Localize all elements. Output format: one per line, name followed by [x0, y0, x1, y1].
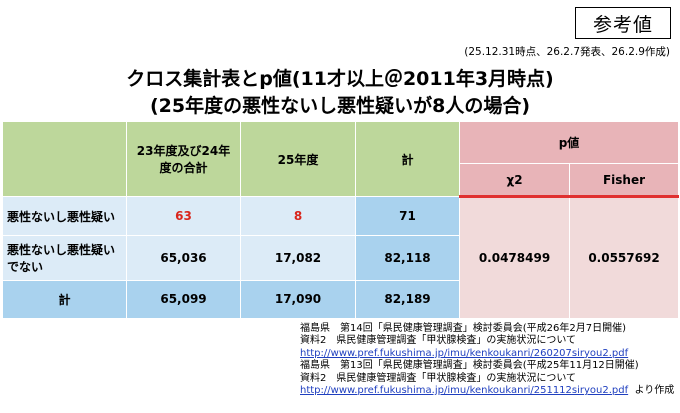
page-title: クロス集計表とp値(11才以上＠2011年3月時点) [126, 68, 554, 90]
row-label: 悪性ないし悪性疑いでない [2, 235, 127, 281]
source-link[interactable]: http://www.pref.fukushima.jp/imu/kenkouk… [300, 385, 629, 397]
header-combined: 23年度及び24年度の合計 [126, 120, 241, 198]
source-line: 資料2 県民健康管理調査「甲状腺検査」の実施状況について [300, 372, 577, 384]
header-fy25: 25年度 [240, 120, 356, 198]
page-subtitle: (25年度の悪性ないし悪性疑いが8人の場合) [149, 95, 531, 117]
reference-value-badge: 参考値 [575, 7, 671, 39]
cell-combined: 65,036 [126, 235, 241, 281]
cell-fy25: 17,082 [240, 235, 356, 281]
cell-total: 82,118 [355, 235, 460, 281]
table-row: 悪性ないし悪性疑い 63 8 71 0.0478499 0.0557692 [2, 195, 679, 319]
cell-combined: 63 [126, 196, 241, 237]
row-label: 悪性ないし悪性疑い [2, 196, 127, 237]
cell-combined: 65,099 [126, 279, 241, 320]
corner-cell [2, 120, 127, 198]
row-label: 計 [2, 279, 127, 320]
source-line: 福島県 第13回「県民健康管理調査」検討委員会(平成25年11月12日開催) [300, 360, 639, 372]
header-fisher: Fisher [569, 163, 679, 198]
cell-fy25: 8 [240, 196, 356, 237]
source-link[interactable]: http://www.pref.fukushima.jp/imu/kenkouk… [300, 347, 629, 359]
cell-total: 82,189 [355, 279, 460, 320]
table-row: 計 65,099 17,090 82,189 [2, 279, 679, 320]
cross-tabulation-table: 23年度及び24年度の合計 25年度 計 p値 χ2 Fisher 悪性ないし悪… [2, 120, 679, 320]
header-chi2: χ2 [459, 163, 570, 198]
cell-total: 71 [355, 196, 460, 237]
source-notes: 福島県 第14回「県民健康管理調査」検討委員会(平成26年2月7日開催) 資料2… [300, 323, 674, 397]
chi2-value: 0.0478499 [459, 195, 570, 319]
header-pvalue: p値 [459, 120, 679, 165]
source-line: 資料2 県民健康管理調査「甲状腺検査」の実施状況について [300, 335, 577, 347]
header-total: 計 [355, 120, 460, 198]
fisher-value: 0.0557692 [569, 195, 679, 319]
date-note: (25.12.31時点、26.2.7発表、26.2.9作成) [464, 46, 670, 58]
table-row: 悪性ないし悪性疑いでない 65,036 17,082 82,118 [2, 235, 679, 281]
cell-fy25: 17,090 [240, 279, 356, 320]
source-line: 福島県 第14回「県民健康管理調査」検討委員会(平成26年2月7日開催) [300, 323, 626, 334]
source-suffix: より作成 [634, 385, 675, 397]
